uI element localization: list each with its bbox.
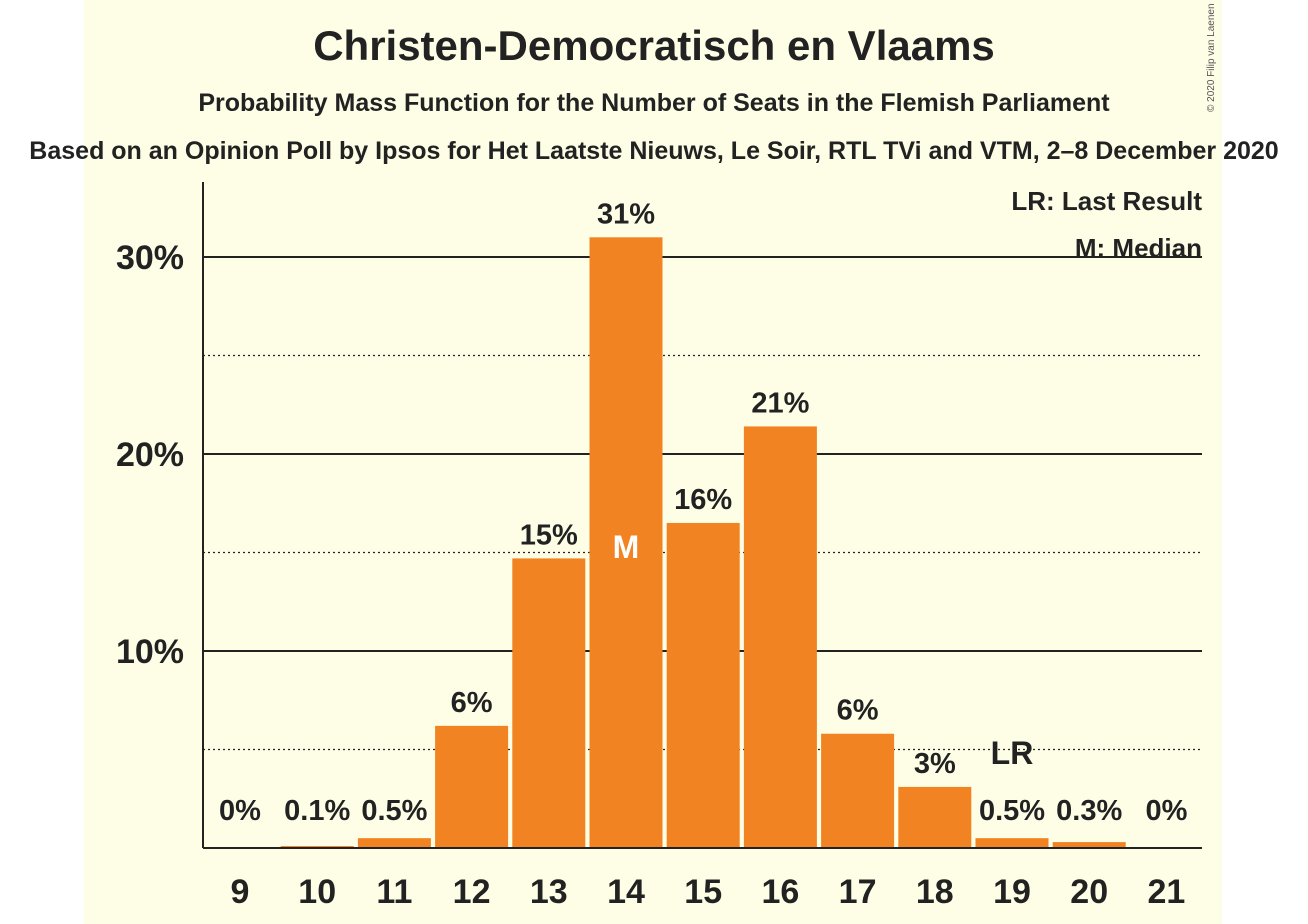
x-tick-label: 15 <box>684 873 722 911</box>
bar-18 <box>898 786 972 848</box>
y-tick-label: 30% <box>116 239 184 277</box>
data-label: 0% <box>219 795 261 827</box>
data-label: 0% <box>1145 795 1187 827</box>
x-tick-label: 20 <box>1070 873 1108 911</box>
x-tick-label: 17 <box>839 873 877 911</box>
y-tick-label: 20% <box>116 436 184 474</box>
x-tick-label: 19 <box>993 873 1031 911</box>
y-tick-label: 10% <box>116 633 184 671</box>
bar-15 <box>666 522 740 848</box>
data-label: 31% <box>597 198 655 230</box>
legend-median: M: Median <box>1075 233 1202 263</box>
data-label: 3% <box>914 748 956 780</box>
x-tick-label: 14 <box>607 873 645 911</box>
chart-source: Based on an Opinion Poll by Ipsos for He… <box>29 137 1279 165</box>
bar-20 <box>1052 842 1126 848</box>
last-result-marker: LR <box>991 735 1034 771</box>
x-tick-label: 11 <box>376 873 412 911</box>
data-label: 21% <box>751 387 809 419</box>
x-tick-label: 9 <box>231 873 250 911</box>
data-label: 16% <box>674 484 732 516</box>
data-label: 6% <box>837 695 879 727</box>
chart-title: Christen-Democratisch en Vlaams <box>313 22 995 69</box>
data-label: 6% <box>451 687 493 719</box>
chart-subtitle: Probability Mass Function for the Number… <box>198 89 1110 117</box>
data-label: 0.5% <box>979 795 1045 827</box>
x-tick-label: 21 <box>1147 873 1185 911</box>
x-tick-label: 18 <box>916 873 954 911</box>
median-marker: M <box>613 529 640 565</box>
data-label: 15% <box>520 519 578 551</box>
x-tick-label: 12 <box>453 873 491 911</box>
bar-14 <box>589 237 663 849</box>
x-tick-label: 16 <box>761 873 799 911</box>
bar-11 <box>357 838 431 848</box>
bar-17 <box>821 733 895 848</box>
bar-19 <box>975 838 1049 848</box>
data-label: 0.5% <box>361 795 427 827</box>
data-label: 0.1% <box>284 795 350 827</box>
data-label: 0.3% <box>1056 795 1122 827</box>
legend-last-result: LR: Last Result <box>1011 186 1202 216</box>
bar-13 <box>512 558 586 848</box>
x-tick-label: 10 <box>298 873 336 911</box>
bar-12 <box>435 725 509 848</box>
x-tick-label: 13 <box>530 873 568 911</box>
bar-16 <box>743 426 817 848</box>
